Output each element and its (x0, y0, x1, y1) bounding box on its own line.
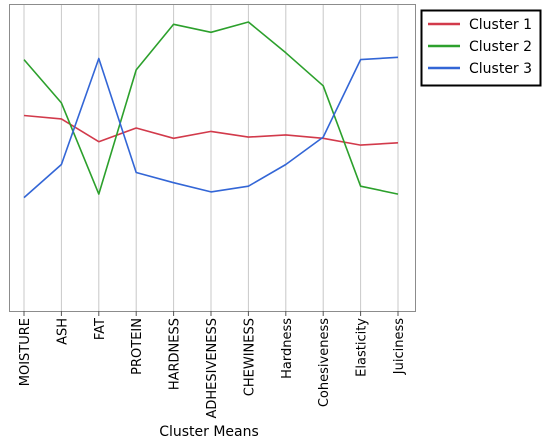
legend-label: Cluster 1 (469, 17, 532, 33)
x-tick-label: FAT (93, 318, 108, 340)
x-axis-label: Cluster Means (159, 424, 259, 440)
x-tick-label: ADHESIVENESS (205, 318, 220, 419)
plot-area-border (9, 4, 416, 312)
x-tick-label: Elasticity (355, 318, 370, 377)
x-tick-label: PROTEIN (130, 318, 145, 375)
grid-lines (23, 5, 399, 316)
x-tick-label: HARDNESS (168, 318, 183, 390)
x-tick-label: Juiciness (392, 318, 407, 375)
x-tick-label: CHEWINESS (242, 318, 257, 396)
legend-label: Cluster 3 (469, 61, 532, 77)
x-tick-label: ASH (55, 318, 70, 345)
x-tick-label: Hardness (280, 318, 295, 379)
x-tick-label: MOISTURE (18, 318, 33, 386)
x-tick-label: Cohesiveness (317, 318, 332, 407)
series-line-cluster-3 (23, 56, 399, 199)
series-lines (23, 21, 399, 199)
x-tick-labels: MOISTURE ASH FAT PROTEIN HARDNESS ADHESIVENES… (18, 318, 407, 419)
series-line-cluster-2 (23, 21, 399, 195)
legend: Cluster 1 Cluster 2 Cluster 3 (420, 9, 542, 87)
legend-label: Cluster 2 (469, 39, 532, 55)
series-line-cluster-1 (23, 114, 399, 146)
